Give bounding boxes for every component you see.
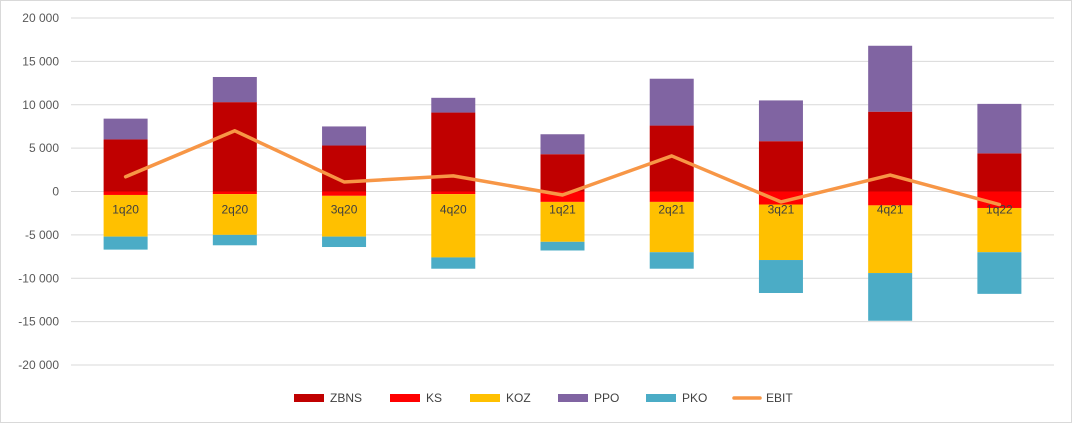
bar-ppo-1q20 [103, 118, 148, 140]
category-label: 1q21 [549, 203, 576, 217]
y-tick-label: 5 000 [29, 141, 59, 155]
bar-ks-4q20 [431, 191, 476, 195]
category-label: 3q20 [331, 203, 358, 217]
legend-label: PKO [682, 391, 707, 405]
bar-zbns-2q21 [649, 125, 694, 192]
bar-zbns-1q20 [103, 139, 148, 192]
bar-ppo-3q20 [322, 126, 367, 146]
bar-pko-2q21 [649, 252, 694, 269]
bar-ks-3q21 [758, 191, 803, 205]
y-tick-label: -10 000 [18, 271, 59, 285]
bar-ppo-4q21 [868, 45, 913, 112]
bar-ppo-2q20 [212, 76, 257, 103]
category-label: 4q21 [877, 203, 904, 217]
bar-ppo-3q21 [758, 100, 803, 142]
legend-label: KS [426, 391, 442, 405]
legend-swatch [294, 394, 324, 402]
bar-koz-1q21 [540, 201, 585, 242]
bar-pko-4q21 [868, 273, 913, 321]
bar-pko-3q20 [322, 236, 367, 248]
category-label: 3q21 [768, 203, 795, 217]
legend-swatch [470, 394, 500, 402]
bar-ks-2q20 [212, 191, 257, 195]
bar-koz-3q20 [322, 195, 367, 237]
legend-label: PPO [594, 391, 619, 405]
y-tick-label: 10 000 [22, 98, 59, 112]
bar-pko-1q20 [103, 236, 148, 250]
bar-ks-3q20 [322, 191, 367, 196]
bar-koz-3q21 [758, 204, 803, 261]
line-layer [123, 129, 1002, 207]
bar-pko-1q21 [540, 241, 585, 251]
category-labels: 1q20 2q20 3q20 4q20 1q21 2q21 3q21 4q21 1q22 [112, 203, 1013, 217]
legend-item-ks: KS [390, 391, 442, 405]
bar-koz-4q20 [431, 194, 476, 258]
bar-pko-1q22 [977, 252, 1022, 294]
category-label: 2q20 [221, 203, 248, 217]
legend-item-ppo: PPO [558, 391, 619, 405]
legend-item-koz: KOZ [470, 391, 531, 405]
bar-ppo-2q21 [649, 78, 694, 126]
y-tick-label: -15 000 [18, 315, 59, 329]
bar-koz-2q21 [649, 201, 694, 253]
category-label: 2q21 [658, 203, 685, 217]
bar-koz-1q20 [103, 194, 148, 237]
y-tick-label: -20 000 [18, 358, 59, 372]
bar-ks-4q21 [868, 191, 913, 206]
category-label: 4q20 [440, 203, 467, 217]
y-tick-label: -5 000 [25, 228, 59, 242]
bar-pko-3q21 [758, 260, 803, 293]
series-line-ebit [123, 129, 1002, 207]
bar-koz-2q20 [212, 194, 257, 235]
bar-zbns-3q21 [758, 141, 803, 192]
bar-zbns-2q20 [212, 102, 257, 192]
legend-swatch [558, 394, 588, 402]
bar-layer [103, 45, 1022, 321]
bar-pko-2q20 [212, 234, 257, 246]
bar-ppo-1q21 [540, 134, 585, 155]
bar-ks-2q21 [649, 191, 694, 202]
legend-swatch [646, 394, 676, 402]
bar-ks-1q22 [977, 191, 1022, 208]
bar-zbns-1q22 [977, 153, 1022, 192]
legend-item-pko: PKO [646, 391, 707, 405]
legend-item-ebit: EBIT [732, 391, 793, 405]
category-label: 1q20 [112, 203, 139, 217]
y-tick-label: 0 [52, 185, 59, 199]
y-tick-label: 20 000 [22, 11, 59, 25]
bar-koz-4q21 [868, 205, 913, 274]
legend-swatch [390, 394, 420, 402]
bar-pko-4q20 [431, 257, 476, 269]
y-axis-labels: 20 000 15 000 10 000 5 000 0 -5 000 -10 000 -15… [18, 11, 59, 372]
bar-ks-1q20 [103, 191, 148, 195]
legend-label: KOZ [506, 391, 531, 405]
category-label: 1q22 [986, 203, 1013, 217]
bar-zbns-3q20 [322, 145, 367, 192]
legend-label: ZBNS [330, 391, 362, 405]
bar-ppo-4q20 [431, 97, 476, 113]
bar-koz-1q22 [977, 207, 1022, 253]
legend: ZBNS KS KOZ PPO PKO EBIT [294, 391, 793, 405]
bar-ppo-1q22 [977, 103, 1022, 154]
y-tick-label: 15 000 [22, 54, 59, 68]
bar-zbns-1q21 [540, 154, 585, 192]
legend-label: EBIT [766, 391, 793, 405]
legend-item-zbns: ZBNS [294, 391, 362, 405]
